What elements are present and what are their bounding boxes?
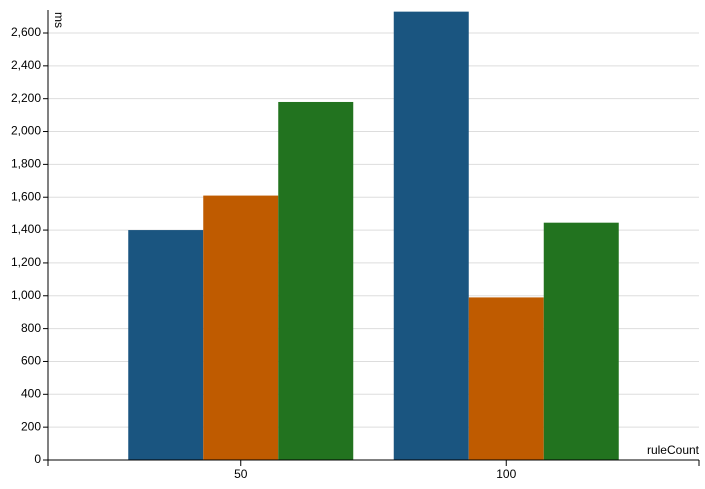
y-tick-label: 1,600	[11, 189, 41, 203]
y-tick-label: 2,400	[11, 58, 41, 72]
y-tick-label: 2,200	[11, 91, 41, 105]
bar	[203, 195, 279, 461]
bars	[128, 11, 619, 461]
y-tick-label: 1,200	[11, 255, 41, 269]
y-tick-label: 0	[34, 452, 41, 466]
bar	[468, 297, 544, 460]
y-tick-label: 1,400	[11, 222, 41, 236]
bar	[393, 11, 469, 461]
bar	[128, 230, 204, 460]
x-tick-label: 50	[234, 467, 248, 481]
y-axis-label: ms	[52, 12, 66, 28]
y-tick-label: 400	[21, 386, 41, 400]
y-tick-label: 2,600	[11, 25, 41, 39]
bar	[278, 101, 354, 461]
y-tick-label: 800	[21, 321, 41, 335]
y-tick-label: 1,800	[11, 157, 41, 171]
y-tick-label: 200	[21, 419, 41, 433]
y-tick-label: 2,000	[11, 124, 41, 138]
y-tick-label: 600	[21, 354, 41, 368]
x-axis-label: ruleCount	[647, 443, 700, 457]
y-tick-label: 1,000	[11, 288, 41, 302]
bar	[543, 222, 619, 460]
x-tick-label: 100	[496, 467, 516, 481]
